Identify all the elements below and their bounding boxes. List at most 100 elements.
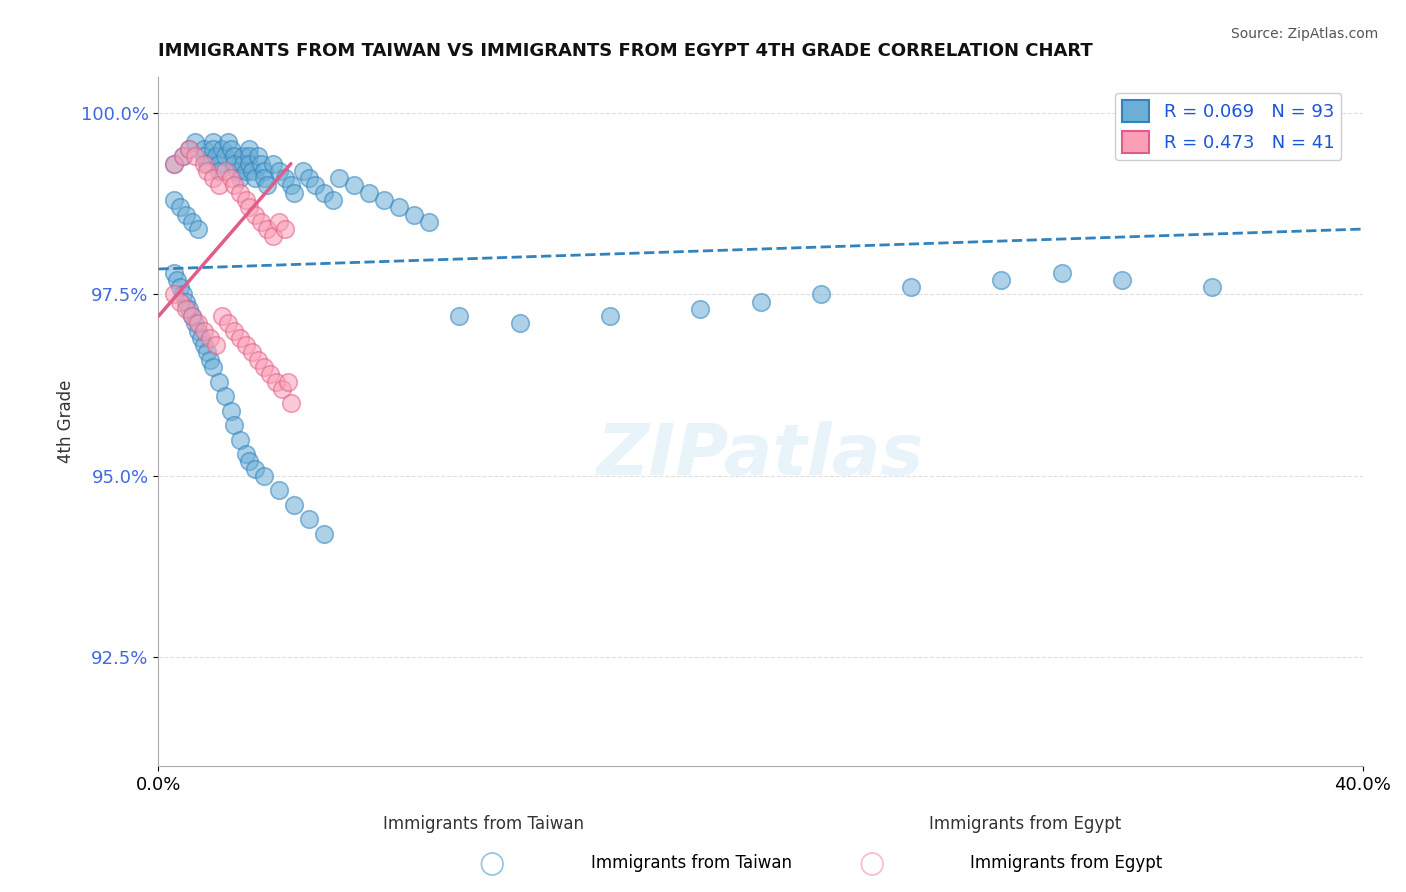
Point: [208, 157, 231, 171]
Point: [195, 164, 218, 178]
Point: [219, 142, 242, 156]
Point: [222, 178, 245, 193]
Point: [219, 171, 242, 186]
Point: [177, 301, 200, 316]
Point: [900, 280, 922, 294]
Point: [262, 157, 284, 171]
Point: [195, 157, 218, 171]
Point: [238, 149, 260, 163]
Point: [264, 375, 287, 389]
Point: [283, 186, 305, 200]
Point: [187, 324, 209, 338]
Point: [259, 368, 281, 382]
Point: [249, 157, 271, 171]
Point: [174, 301, 197, 316]
Point: [418, 215, 440, 229]
Point: [229, 331, 252, 345]
Point: [404, 208, 426, 222]
Text: Source: ZipAtlas.com: Source: ZipAtlas.com: [1230, 27, 1378, 41]
Point: [449, 309, 471, 323]
Point: [217, 135, 239, 149]
Point: [232, 149, 254, 163]
Point: [208, 178, 231, 193]
Point: [253, 469, 276, 483]
Point: [193, 142, 215, 156]
Point: [298, 512, 321, 526]
Point: [229, 171, 252, 186]
Point: [359, 186, 381, 200]
Point: [195, 345, 218, 359]
Point: [246, 352, 269, 367]
Point: [1201, 280, 1223, 294]
Point: [689, 301, 711, 316]
Point: [810, 287, 832, 301]
Point: [304, 178, 326, 193]
Text: ZIPatlas: ZIPatlas: [596, 421, 924, 491]
Text: ○: ○: [859, 849, 884, 878]
Point: [174, 208, 197, 222]
Point: [162, 193, 184, 207]
Point: [1291, 98, 1313, 112]
Point: [253, 164, 276, 178]
Point: [214, 389, 236, 403]
Text: IMMIGRANTS FROM TAIWAN VS IMMIGRANTS FROM EGYPT 4TH GRADE CORRELATION CHART: IMMIGRANTS FROM TAIWAN VS IMMIGRANTS FRO…: [159, 42, 1094, 60]
Point: [267, 164, 290, 178]
Point: [262, 229, 284, 244]
Point: [277, 375, 299, 389]
Point: [187, 222, 209, 236]
Point: [169, 280, 191, 294]
Point: [198, 352, 221, 367]
Point: [208, 375, 231, 389]
Point: [256, 222, 278, 236]
Point: [217, 317, 239, 331]
Point: [312, 186, 335, 200]
Point: [249, 215, 271, 229]
Point: [190, 331, 212, 345]
Point: [201, 135, 224, 149]
Point: [312, 527, 335, 541]
Point: [235, 193, 257, 207]
Point: [274, 171, 297, 186]
Point: [162, 157, 184, 171]
Point: [749, 294, 772, 309]
Point: [193, 338, 215, 352]
Point: [198, 331, 221, 345]
Point: [1050, 266, 1073, 280]
Point: [172, 287, 194, 301]
Point: [201, 359, 224, 374]
Point: [246, 149, 269, 163]
Point: [204, 338, 226, 352]
Point: [990, 273, 1012, 287]
Point: [183, 135, 205, 149]
Point: [204, 149, 226, 163]
Point: [238, 454, 260, 468]
Point: [222, 149, 245, 163]
Point: [229, 186, 252, 200]
Point: [172, 149, 194, 163]
Point: [214, 164, 236, 178]
Point: [291, 164, 314, 178]
Point: [283, 498, 305, 512]
Point: [187, 317, 209, 331]
Text: Immigrants from Egypt: Immigrants from Egypt: [929, 814, 1122, 832]
Point: [238, 157, 260, 171]
Point: [214, 149, 236, 163]
Point: [222, 324, 245, 338]
Point: [343, 178, 366, 193]
Point: [232, 157, 254, 171]
Point: [201, 142, 224, 156]
Point: [267, 215, 290, 229]
Point: [270, 382, 292, 396]
Point: [256, 178, 278, 193]
Point: [208, 164, 231, 178]
Point: [169, 294, 191, 309]
Point: [253, 359, 276, 374]
Point: [235, 164, 257, 178]
Point: [243, 208, 266, 222]
Point: [243, 171, 266, 186]
Point: [280, 396, 302, 410]
Point: [267, 483, 290, 498]
Point: [177, 142, 200, 156]
Point: [322, 193, 344, 207]
Point: [599, 309, 621, 323]
